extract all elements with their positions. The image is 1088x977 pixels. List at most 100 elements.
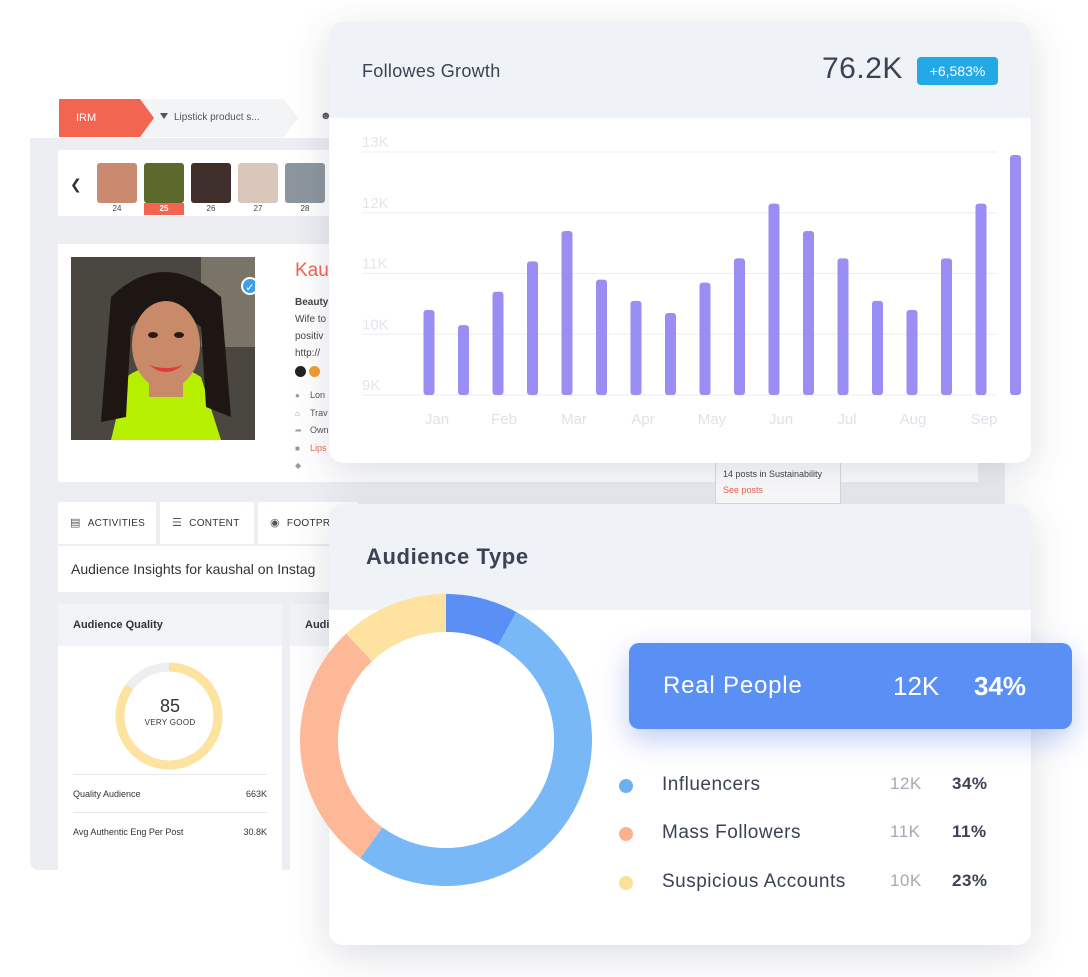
instagram-icon[interactable]: [295, 366, 306, 377]
tab-label: CONTENT: [189, 518, 240, 529]
chart-bar: [872, 300, 883, 395]
legend-dot: [619, 876, 633, 890]
row-value: 30.8K: [243, 827, 267, 837]
x-tick-label: Apr: [631, 411, 654, 428]
x-tick-label: Feb: [491, 411, 517, 428]
chart-bar: [630, 300, 642, 395]
growth-title: Followes Growth: [362, 61, 501, 81]
thumbnail-number: 26: [206, 204, 216, 213]
detail-share: ➦ Own: [295, 422, 329, 440]
donut-slice: [346, 594, 446, 662]
legend-count: 11K: [890, 822, 921, 841]
chart-bar: [734, 258, 745, 395]
chart-bar: [596, 279, 607, 395]
profile-name: Kau: [295, 260, 329, 281]
highlight-label: Real People: [663, 672, 803, 699]
real-people-highlight: Real People 12K 34%: [629, 643, 1072, 729]
detail-link[interactable]: Lips: [310, 442, 327, 453]
share-icon: ➦: [295, 426, 302, 435]
legend-name: Mass Followers: [662, 822, 801, 843]
profile-category: Beauty: [295, 297, 329, 308]
chevron-left-icon[interactable]: ❮: [70, 176, 82, 192]
y-tick-label: 12K: [362, 195, 389, 212]
detail-tag: ◆: [295, 457, 329, 475]
x-tick-label: Aug: [900, 411, 927, 428]
x-tick-label: Mar: [561, 411, 587, 428]
donut-hole: [338, 632, 554, 848]
thumbnail-image: [191, 163, 231, 203]
audience-quality-title: Audience Quality: [58, 604, 282, 646]
thumbnail-26[interactable]: 26: [191, 163, 231, 215]
growth-bar-chart: 9K 10K 11K 12K 13K Jan Feb Mar Apr May Jun Jul Aug Se…: [362, 134, 1021, 428]
bio-line: http://: [295, 348, 321, 359]
followers-growth-card: Followes Growth 76.2K +6,583% 9K 10K 11K 12…: [329, 22, 1031, 463]
profile-details: ● Lon ⌂ Trav ➦ Own ■ Lips ◆: [295, 387, 329, 475]
verified-badge-icon: ✓: [241, 277, 255, 295]
chart-bar: [665, 312, 676, 395]
profile-bio: Beauty Wife to positiv http://: [295, 294, 328, 362]
donut-slice: [360, 612, 592, 886]
row-label: Avg Authentic Eng Per Post: [73, 827, 184, 837]
legend-name: Suspicious Accounts: [662, 871, 846, 892]
detail-folder: ■ Lips: [295, 440, 329, 458]
detail-text: Own: [310, 425, 329, 435]
legend-percent: 34%: [952, 774, 988, 793]
thumbnail-image: [144, 163, 184, 203]
chart-bar: [458, 325, 469, 395]
audience-type-title: Audience Type: [366, 544, 529, 569]
growth-card-header: [329, 22, 1031, 118]
row-value: 663K: [245, 789, 267, 799]
y-tick-label: 10K: [362, 316, 389, 333]
growth-percent-badge: +6,583%: [917, 57, 998, 85]
user-icon[interactable]: ☻: [320, 110, 332, 122]
quality-score-ring: [115, 662, 223, 770]
y-tick-label: 9K: [362, 377, 380, 394]
thumbnail-28[interactable]: 28: [285, 163, 325, 215]
detail-location: ● Lon: [295, 387, 329, 405]
tab-activities[interactable]: ▤ ACTIVITIES: [58, 502, 156, 544]
chart-bar: [492, 291, 504, 395]
breadcrumb-product-dropdown[interactable]: Lipstick product s...: [140, 99, 298, 137]
legend-dot: [619, 779, 633, 793]
quality-row: Avg Authentic Eng Per Post 30.8K: [73, 812, 267, 850]
audience-quality-panel: Audience Quality 85 VERY GOOD Quality Au…: [58, 604, 282, 870]
legend-name: Influencers: [662, 774, 761, 795]
audience-donut-chart: [300, 594, 592, 886]
quality-score: 85: [159, 696, 181, 716]
highlight-count: 12K: [893, 671, 940, 701]
tag-icon: ◆: [295, 461, 302, 470]
donut-slice: [446, 594, 517, 646]
chart-bar: [803, 230, 814, 395]
x-tick-label: Jan: [425, 411, 449, 428]
tab-content[interactable]: ☰ CONTENT: [160, 502, 254, 544]
detail-text: Lon: [310, 390, 326, 400]
detail-home: ⌂ Trav: [295, 405, 329, 423]
highlight-percent: 34%: [974, 671, 1027, 701]
thumbnail-27[interactable]: 27: [238, 163, 278, 215]
row-label: Quality Audience: [73, 789, 141, 799]
legend-count: 10K: [890, 871, 922, 890]
chart-bar: [837, 258, 849, 395]
chart-bar: [975, 203, 987, 395]
thumbnail-24[interactable]: 24: [97, 163, 137, 215]
rss-icon[interactable]: [309, 366, 320, 377]
breadcrumb-product-label: Lipstick product s...: [174, 112, 260, 123]
profile-photo-illustration: [71, 257, 255, 440]
chart-bar: [561, 230, 573, 395]
chart-bar: [527, 261, 538, 395]
chart-bar: [1010, 155, 1021, 395]
caret-down-icon: [160, 113, 168, 119]
thumbnail-number: 27: [253, 204, 263, 213]
chart-bar: [941, 258, 952, 395]
globe-icon: ◉: [270, 517, 280, 529]
chart-bar: [768, 203, 780, 395]
folder-icon: ■: [295, 443, 300, 453]
legend-percent: 11%: [952, 822, 987, 841]
thumbnail-25[interactable]: 25: [144, 163, 184, 215]
legend-dot: [619, 827, 633, 841]
x-tick-label: Jul: [837, 411, 856, 428]
list-icon: ☰: [172, 517, 183, 529]
thumbnail-image: [238, 163, 278, 203]
see-posts-link[interactable]: See posts: [723, 485, 764, 495]
ring-fill: [115, 662, 223, 770]
